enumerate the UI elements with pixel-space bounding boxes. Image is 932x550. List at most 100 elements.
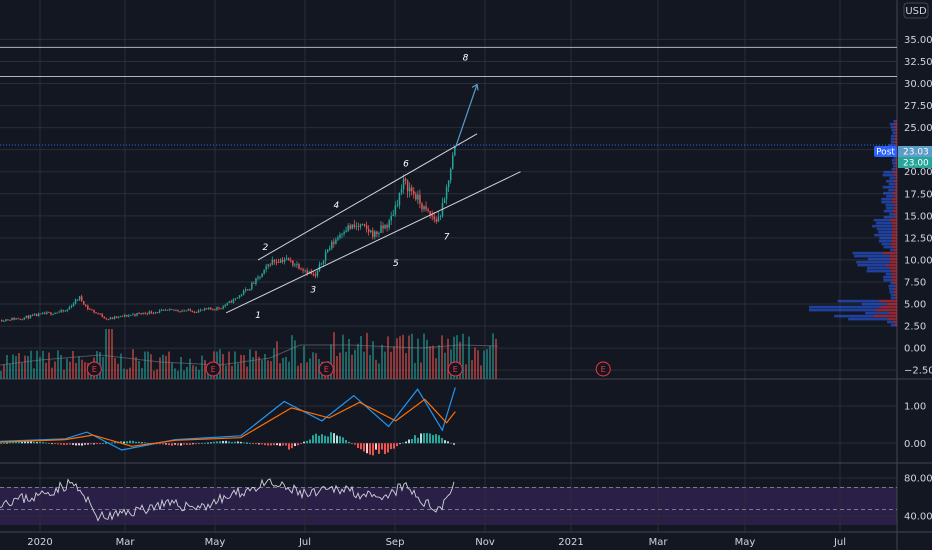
- macd-histogram-bar: [90, 443, 92, 445]
- price-tick-7: 17.50: [904, 189, 932, 200]
- macd-histogram-bar: [270, 443, 272, 446]
- volume-bar: [381, 344, 383, 379]
- volume-bar: [276, 341, 278, 379]
- macd-histogram-bar: [327, 436, 329, 444]
- candle-body: [44, 312, 46, 314]
- volume-bar: [102, 357, 104, 379]
- profile-row-down: [895, 128, 897, 132]
- earnings-marker-label-3: E: [453, 365, 458, 374]
- candle-body: [390, 215, 392, 221]
- candle-body: [265, 266, 267, 270]
- profile-row-down: [892, 209, 897, 213]
- candle-body: [228, 301, 231, 303]
- volume-bar: [189, 358, 191, 379]
- profile-row-down: [895, 296, 897, 300]
- candle-body: [70, 306, 73, 308]
- macd-histogram-bar: [69, 443, 71, 445]
- profile-row-down: [895, 164, 897, 168]
- candle-body: [234, 298, 237, 300]
- profile-row-down: [891, 275, 897, 279]
- macd-histogram-bar: [384, 443, 386, 455]
- wave-label-1: 1: [255, 311, 261, 321]
- channel-trendline-0: [257, 133, 478, 261]
- volume-bar: [426, 339, 428, 379]
- macd-histogram-bar: [303, 441, 305, 444]
- candle-body: [173, 309, 175, 311]
- volume-bar: [183, 370, 185, 379]
- candle-body: [160, 309, 163, 311]
- earnings-marker-2: [318, 361, 334, 377]
- volume-bar: [27, 355, 29, 379]
- macd-histogram-bar: [360, 443, 362, 450]
- macd-histogram-bar: [54, 443, 56, 445]
- volume-bar: [432, 345, 434, 379]
- volume-bar: [66, 358, 68, 379]
- volume-bar: [45, 362, 47, 379]
- earnings-marker-3: [447, 361, 463, 377]
- profile-row-down: [894, 125, 897, 129]
- profile-row-up: [892, 161, 896, 165]
- volume-bar: [354, 349, 356, 379]
- candle-body: [214, 309, 216, 311]
- candle-body: [222, 306, 224, 309]
- candle-body: [208, 307, 210, 310]
- profile-row-up: [883, 245, 892, 249]
- candle-body: [169, 309, 171, 310]
- volume-bar: [237, 363, 239, 379]
- profile-row-up: [885, 206, 895, 210]
- candle-body: [304, 270, 306, 272]
- macd-histogram-bar: [423, 433, 425, 444]
- macd-histogram-bar: [42, 442, 44, 444]
- volume-bar: [384, 351, 386, 379]
- volume-ma-line: [0, 344, 499, 366]
- profile-row-down: [895, 158, 897, 162]
- candle-body: [281, 259, 284, 262]
- macd-histogram-bar: [348, 441, 350, 444]
- volume-bar: [222, 354, 224, 379]
- profile-row-down: [895, 182, 897, 186]
- volume-bar: [435, 358, 437, 379]
- candle-body: [244, 289, 247, 291]
- macd-histogram-bar: [276, 443, 278, 446]
- candle-body: [132, 314, 134, 316]
- volume-bar: [240, 354, 242, 379]
- profile-row-down: [894, 185, 897, 189]
- close-price-badge: [898, 157, 932, 168]
- candle-body: [21, 319, 23, 320]
- volume-bar: [462, 333, 464, 379]
- profile-row-up: [879, 236, 892, 240]
- macd-histogram-bar: [414, 435, 416, 444]
- volume-bar: [486, 349, 488, 379]
- volume-bar: [129, 367, 131, 379]
- candle-body: [253, 282, 255, 284]
- volume-bar: [165, 355, 167, 379]
- profile-row-up: [878, 230, 892, 234]
- candle-body: [439, 216, 442, 217]
- profile-row-down: [893, 248, 897, 252]
- profile-row-down: [892, 272, 897, 276]
- volume-bar: [348, 338, 350, 379]
- candle-body: [128, 315, 130, 317]
- volume-bar: [375, 359, 377, 379]
- macd-histogram-bar: [402, 442, 404, 444]
- profile-row-down: [892, 200, 897, 204]
- profile-row-down: [894, 173, 897, 177]
- volume-bar: [117, 363, 119, 379]
- candle-body: [240, 294, 243, 296]
- macd-histogram-bar: [309, 439, 311, 444]
- candle-body: [134, 314, 136, 316]
- volume-bar: [147, 351, 149, 379]
- date-tick-9: Jul: [833, 537, 846, 548]
- macd-histogram-bar: [57, 443, 59, 445]
- profile-row-up: [883, 209, 893, 213]
- volume-bar: [390, 351, 392, 379]
- post-price-label: 23.03: [903, 148, 929, 158]
- candle-body: [46, 312, 48, 314]
- volume-bar: [363, 351, 365, 379]
- macd-histogram-bar: [63, 443, 65, 445]
- profile-row-down: [894, 194, 897, 198]
- volume-bar: [141, 367, 143, 379]
- macd-histogram-bar: [381, 443, 383, 450]
- projection-arrow-line: [454, 84, 478, 149]
- candle-body: [269, 264, 272, 266]
